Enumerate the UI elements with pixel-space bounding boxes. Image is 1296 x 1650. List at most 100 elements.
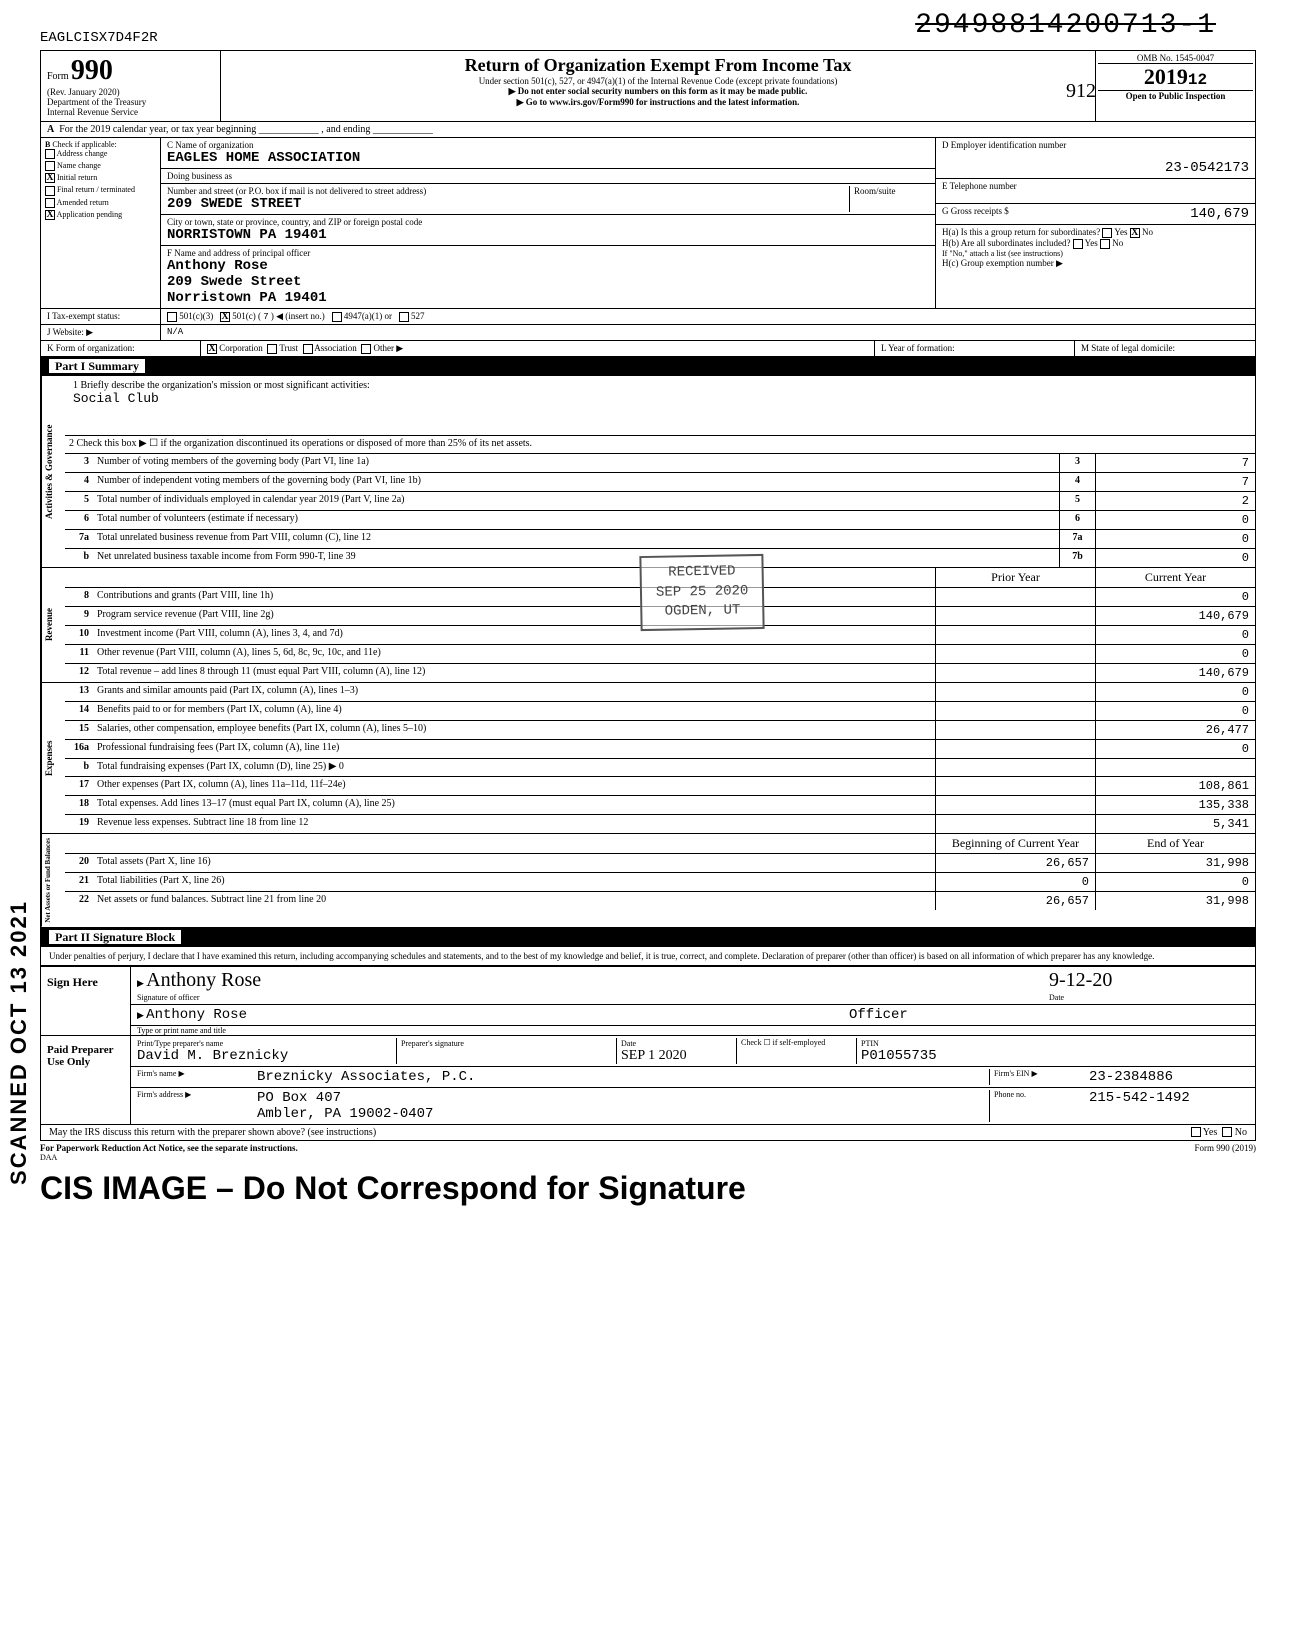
ein-label: D Employer identification number bbox=[942, 140, 1066, 150]
expense-row-14: 14Benefits paid to or for members (Part … bbox=[65, 702, 1255, 721]
officer-addr2: Norristown PA 19401 bbox=[167, 290, 327, 306]
preparer-date: SEP 1 2020 bbox=[621, 1048, 687, 1063]
form-number: 990 bbox=[71, 55, 113, 87]
officer-signature: Anthony Rose bbox=[146, 969, 261, 991]
form-rev: (Rev. January 2020) bbox=[47, 87, 120, 97]
firm-addr2: Ambler, PA 19002-0407 bbox=[257, 1106, 433, 1122]
org-city: NORRISTOWN PA 19401 bbox=[167, 227, 327, 243]
netassets-row-22: 22Net assets or fund balances. Subtract … bbox=[65, 892, 1255, 910]
dba-label: Doing business as bbox=[167, 171, 232, 181]
phone-label: E Telephone number bbox=[942, 181, 1017, 191]
rot-netassets: Net Assets or Fund Balances bbox=[41, 834, 65, 927]
pra-notice: For Paperwork Reduction Act Notice, see … bbox=[40, 1143, 298, 1153]
hb-label: H(b) Are all subordinates included? bbox=[942, 238, 1070, 248]
firm-phone: 215-542-1492 bbox=[1089, 1090, 1249, 1122]
sign-date: 9-12-20 bbox=[1049, 969, 1112, 991]
revenue-row-11: 11Other revenue (Part VIII, column (A), … bbox=[65, 645, 1255, 664]
officer-title: Officer bbox=[849, 1007, 1249, 1023]
summary-row-5: 5Total number of individuals employed in… bbox=[65, 492, 1255, 511]
received-stamp: RECEIVED SEP 25 2020 OGDEN, UT bbox=[639, 554, 765, 631]
summary-netassets: Net Assets or Fund Balances Beginning of… bbox=[40, 834, 1256, 928]
cb-name-change[interactable]: Name change bbox=[45, 161, 156, 171]
form-note1: ▶ Do not enter social security numbers o… bbox=[225, 86, 1091, 97]
501c-number: 7 bbox=[263, 312, 268, 322]
summary-row-6: 6Total number of volunteers (estimate if… bbox=[65, 511, 1255, 530]
state-domicile-label: M State of legal domicile: bbox=[1081, 343, 1175, 353]
org-name-label: C Name of organization bbox=[167, 140, 254, 150]
website-value: N/A bbox=[161, 325, 1255, 340]
netassets-row-21: 21Total liabilities (Part X, line 26)00 bbox=[65, 873, 1255, 892]
hb-note: If "No," attach a list (see instructions… bbox=[942, 249, 1249, 258]
rot-revenue: Revenue bbox=[41, 568, 65, 682]
tax-year: 2019 bbox=[1144, 64, 1188, 89]
row-j: J Website: ▶ N/A bbox=[40, 325, 1256, 341]
expense-row-17: 17Other expenses (Part IX, column (A), l… bbox=[65, 777, 1255, 796]
entity-block: B Check if applicable: Address change Na… bbox=[40, 138, 1256, 309]
daa: DAA bbox=[40, 1153, 1256, 1162]
line-a: A For the 2019 calendar year, or tax yea… bbox=[40, 122, 1256, 138]
self-employed-check[interactable]: Check ☐ if self-employed bbox=[737, 1038, 857, 1064]
gross-receipts: 140,679 bbox=[1190, 206, 1249, 222]
gross-label: G Gross receipts $ bbox=[942, 206, 1009, 222]
officer-name: Anthony Rose bbox=[167, 258, 268, 274]
hc-label: H(c) Group exemption number ▶ bbox=[942, 258, 1249, 269]
form-note2: ▶ Go to www.irs.gov/Form990 for instruct… bbox=[225, 97, 1091, 108]
part1-header: Part I Summary bbox=[40, 357, 1256, 376]
preparer-name: David M. Breznicky bbox=[137, 1048, 288, 1064]
expense-row-18: 18Total expenses. Add lines 13–17 (must … bbox=[65, 796, 1255, 815]
eoy-hdr: End of Year bbox=[1095, 834, 1255, 853]
rot-governance: Activities & Governance bbox=[41, 376, 65, 567]
summary-row-7a: 7aTotal unrelated business revenue from … bbox=[65, 530, 1255, 549]
cb-application-pending[interactable]: Application pending bbox=[45, 210, 156, 220]
form-title: Return of Organization Exempt From Incom… bbox=[225, 55, 1091, 76]
ha-label: H(a) Is this a group return for subordin… bbox=[942, 227, 1100, 237]
prior-year-hdr: Prior Year bbox=[935, 568, 1095, 587]
current-year-hdr: Current Year bbox=[1095, 568, 1255, 587]
city-label: City or town, state or province, country… bbox=[167, 217, 422, 227]
firm-name: Breznicky Associates, P.C. bbox=[257, 1069, 989, 1085]
cb-initial-return[interactable]: Initial return bbox=[45, 173, 156, 183]
cb-amended[interactable]: Amended return bbox=[45, 198, 156, 208]
firm-ein: 23-2384886 bbox=[1089, 1069, 1249, 1085]
year-formation-label: L Year of formation: bbox=[881, 343, 955, 353]
cis-image-stamp: CIS IMAGE – Do Not Correspond for Signat… bbox=[40, 1170, 1256, 1207]
form-footer: Form 990 (2019) bbox=[1195, 1143, 1257, 1153]
perjury-text: Under penalties of perjury, I declare th… bbox=[40, 947, 1256, 966]
part2-header: Part II Signature Block bbox=[40, 928, 1256, 947]
officer-label: F Name and address of principal officer bbox=[167, 248, 310, 258]
netassets-row-20: 20Total assets (Part X, line 16)26,65731… bbox=[65, 854, 1255, 873]
officer-print-name: Anthony Rose bbox=[146, 1007, 247, 1023]
col-b-checkboxes: B Check if applicable: Address change Na… bbox=[41, 138, 161, 308]
ptin: P01055735 bbox=[861, 1048, 937, 1064]
org-address: 209 SWEDE STREET bbox=[167, 196, 301, 212]
cb-final-return[interactable]: Final return / terminated bbox=[45, 185, 156, 195]
row-i: I Tax-exempt status: 501(c)(3) 501(c) ( … bbox=[40, 309, 1256, 325]
form-dept: Department of the Treasury bbox=[47, 97, 146, 107]
print-name-label: Type or print name and title bbox=[131, 1026, 1255, 1035]
form-subtitle: Under section 501(c), 527, or 4947(a)(1)… bbox=[225, 76, 1091, 86]
addr-label: Number and street (or P.O. box if mail i… bbox=[167, 186, 426, 196]
summary-governance: Activities & Governance 1 Briefly descri… bbox=[40, 376, 1256, 568]
dln-number: 29498814200713-1 bbox=[915, 10, 1216, 41]
expense-row-13: 13Grants and similar amounts paid (Part … bbox=[65, 683, 1255, 702]
expense-row-19: 19Revenue less expenses. Subtract line 1… bbox=[65, 815, 1255, 833]
room-suite: Room/suite bbox=[849, 186, 929, 212]
paid-preparer-label: Paid Preparer Use Only bbox=[41, 1036, 131, 1124]
sign-here-label: Sign Here bbox=[41, 967, 131, 1035]
expense-row-b: bTotal fundraising expenses (Part IX, co… bbox=[65, 759, 1255, 777]
col-de: D Employer identification number 23-0542… bbox=[935, 138, 1255, 308]
row-k: K Form of organization: Corporation Trus… bbox=[40, 341, 1256, 357]
officer-addr1: 209 Swede Street bbox=[167, 274, 301, 290]
expense-row-15: 15Salaries, other compensation, employee… bbox=[65, 721, 1255, 740]
seq-handwritten: 912 bbox=[1066, 80, 1096, 103]
scanned-stamp: SCANNED OCT 13 2021 bbox=[6, 900, 32, 1185]
expense-row-16a: 16aProfessional fundraising fees (Part I… bbox=[65, 740, 1255, 759]
summary-expenses: Expenses 13Grants and similar amounts pa… bbox=[40, 683, 1256, 834]
omb-number: OMB No. 1545-0047 bbox=[1098, 53, 1253, 64]
cb-address-change[interactable]: Address change bbox=[45, 149, 156, 159]
col-c-org: C Name of organization EAGLES HOME ASSOC… bbox=[161, 138, 935, 308]
summary-row-3: 3Number of voting members of the governi… bbox=[65, 454, 1255, 473]
form-irs: Internal Revenue Service bbox=[47, 107, 138, 117]
boy-hdr: Beginning of Current Year bbox=[935, 834, 1095, 853]
firm-addr1: PO Box 407 bbox=[257, 1090, 341, 1106]
